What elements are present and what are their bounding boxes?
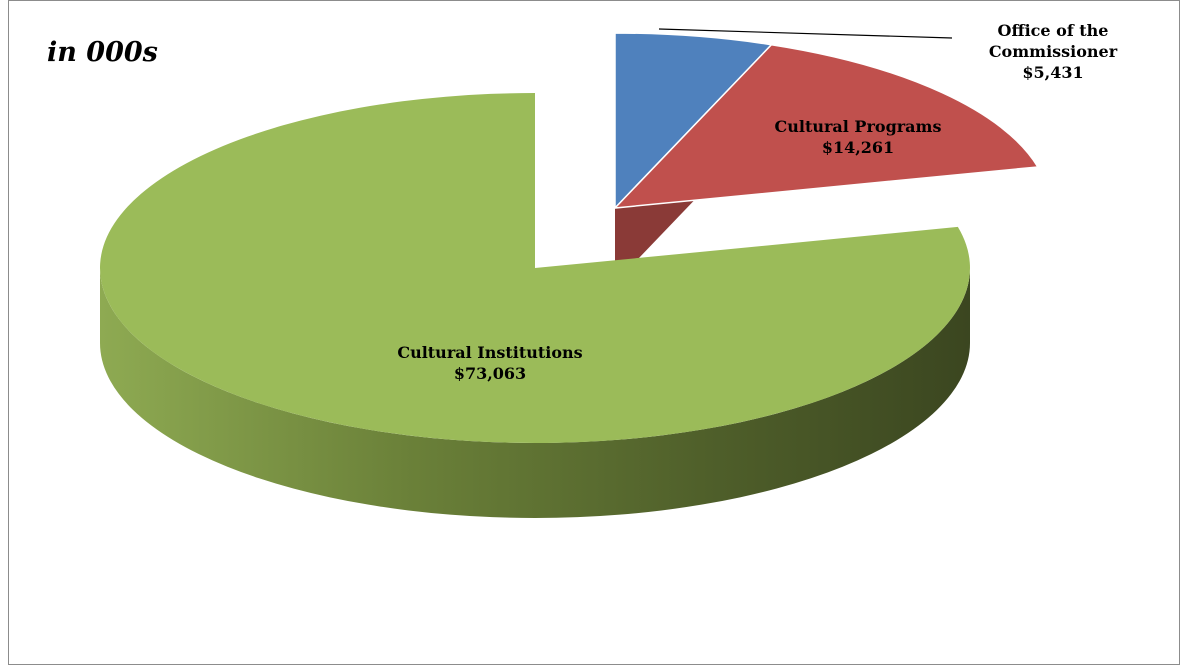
label-office-of-the-commissioner-line: $5,431 [1022, 63, 1083, 82]
slice-top [100, 93, 971, 443]
label-office-of-the-commissioner-line: Commissioner [989, 42, 1118, 61]
label-office-of-the-commissioner: Office of the Commissioner $5,431 [989, 21, 1118, 82]
label-cultural-institutions-line: Cultural Institutions [397, 343, 582, 362]
label-cultural-institutions-line: $73,063 [454, 364, 526, 383]
pie-slice-office-of-the-commissioner [614, 32, 773, 210]
label-cultural-programs-line: Cultural Programs [775, 117, 942, 136]
slice-top [614, 32, 773, 210]
label-cultural-programs: Cultural Programs $14,261 [775, 117, 942, 157]
slice-side-wall [100, 268, 970, 518]
slice-top [613, 43, 1040, 209]
unit-label: in 000s [47, 37, 158, 68]
label-office-of-the-commissioner-line: Office of the [998, 21, 1109, 40]
leader-line [658, 28, 953, 39]
pie-slice-cultural-institutions [100, 93, 971, 518]
pie-slice-cultural-programs [613, 43, 1040, 284]
label-cultural-programs-line: $14,261 [822, 138, 894, 157]
label-cultural-institutions: Cultural Institutions $73,063 [397, 343, 582, 383]
